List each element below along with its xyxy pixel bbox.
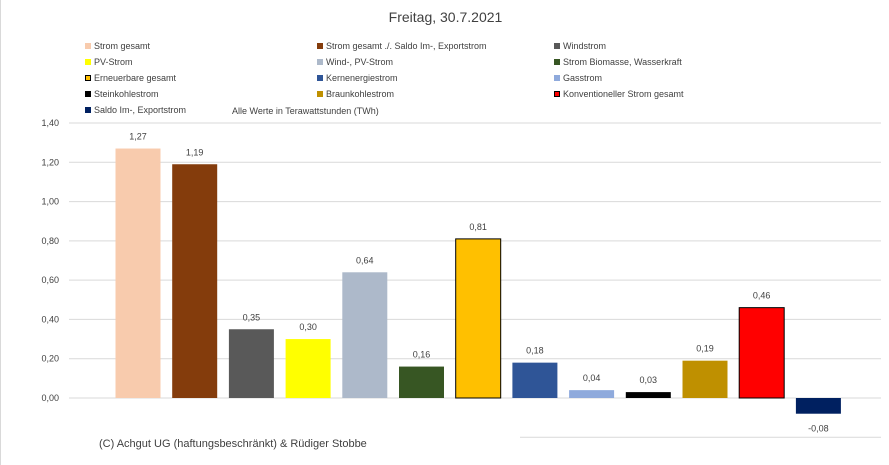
legend-item: Braunkohlestrom: [317, 86, 554, 101]
legend-item: Strom Biomasse, Wasserkraft: [554, 54, 724, 69]
legend-item: Steinkohlestrom: [85, 86, 317, 101]
legend-item: Konventioneller Strom gesamt: [554, 86, 724, 101]
y-tick-label: 1,40: [41, 118, 59, 128]
bar: [399, 366, 444, 398]
legend-swatch: [85, 106, 91, 113]
legend-swatch: [317, 42, 323, 49]
data-label: 0,18: [526, 346, 544, 356]
bar: [512, 362, 558, 398]
bar: [625, 392, 671, 398]
legend-label: Gasstrom: [563, 72, 603, 83]
legend-item: Kernenergiestrom: [317, 70, 554, 85]
data-label: 0,03: [640, 375, 658, 385]
legend: Strom gesamt Strom gesamt ./. Saldo Im-, …: [85, 38, 725, 117]
data-label: 1,27: [129, 132, 147, 142]
bar: [285, 339, 331, 398]
legend-label: Kernenergiestrom: [326, 72, 398, 83]
legend-item: Strom gesamt ./. Saldo Im-, Exportstrom: [317, 38, 554, 53]
data-label: 1,19: [186, 147, 204, 157]
legend-label: PV-Strom: [94, 56, 133, 67]
legend-swatch: [554, 58, 560, 65]
legend-swatch: [554, 42, 560, 49]
data-label: -0,08: [808, 424, 829, 434]
data-label: 0,04: [583, 373, 601, 383]
legend-label: Strom Biomasse, Wasserkraft: [563, 56, 682, 67]
legend-swatch: [317, 90, 323, 97]
legend-item: Strom gesamt: [85, 38, 317, 53]
legend-swatch: [85, 58, 91, 65]
legend-item: Wind-, PV-Strom: [317, 54, 554, 69]
legend-label: Windstrom: [563, 40, 607, 51]
legend-label: Strom gesamt ./. Saldo Im-, Exportstrom: [326, 40, 487, 51]
legend-label: Erneuerbare gesamt: [94, 72, 177, 83]
y-tick-label: 0,80: [41, 236, 59, 246]
legend-label: Saldo Im-, Exportstrom: [94, 104, 187, 115]
y-tick-label: 0,00: [41, 393, 59, 403]
legend-swatch: [554, 74, 560, 81]
bar: [682, 360, 728, 398]
legend-item: Windstrom: [554, 38, 724, 53]
y-tick-label: 0,40: [41, 314, 59, 324]
y-tick-label: 0,20: [41, 354, 59, 364]
legend-label: Braunkohlestrom: [326, 88, 395, 99]
legend-label: Strom gesamt: [94, 40, 151, 51]
bar: [795, 398, 841, 414]
data-label: 0,64: [356, 255, 374, 265]
unit-note: Alle Werte in Terawattstunden (TWh): [232, 106, 379, 116]
bar: [342, 272, 388, 398]
y-tick-label: 1,20: [41, 157, 59, 167]
legend-item: Erneuerbare gesamt: [85, 70, 317, 85]
chart-title: Freitag, 30.7.2021: [388, 9, 503, 25]
bar: [455, 238, 502, 399]
legend-swatch: [85, 90, 91, 97]
data-label: 0,35: [243, 312, 261, 322]
bar: [738, 307, 785, 399]
legend-label: Steinkohlestrom: [94, 88, 159, 99]
data-label: 0,16: [413, 350, 431, 360]
bar: [569, 390, 615, 398]
data-label: 0,30: [299, 322, 317, 332]
legend-swatch: [554, 90, 560, 97]
bar: [228, 329, 274, 398]
legend-label: Wind-, PV-Strom: [326, 56, 394, 67]
copyright-box: (C) Achgut UG (haftungsbeschränkt) & Rüd…: [1, 420, 520, 465]
bar: [172, 164, 218, 398]
y-tick-label: 1,00: [41, 197, 59, 207]
legend-swatch: [85, 74, 91, 81]
copyright: (C) Achgut UG (haftungsbeschränkt) & Rüd…: [99, 438, 367, 450]
legend-item: PV-Strom: [85, 54, 317, 69]
legend-item: Saldo Im-, Exportstrom: [85, 102, 317, 117]
legend-swatch: [317, 74, 323, 81]
legend-item: Gasstrom: [554, 70, 724, 85]
legend-swatch: [317, 58, 323, 65]
legend-label: Konventioneller Strom gesamt: [563, 88, 684, 99]
bar: [115, 148, 161, 398]
legend-swatch: [85, 42, 91, 49]
y-tick-label: 0,60: [41, 275, 59, 285]
data-label: 0,81: [469, 222, 487, 232]
data-label: 0,19: [696, 344, 714, 354]
data-label: 0,46: [753, 291, 771, 301]
